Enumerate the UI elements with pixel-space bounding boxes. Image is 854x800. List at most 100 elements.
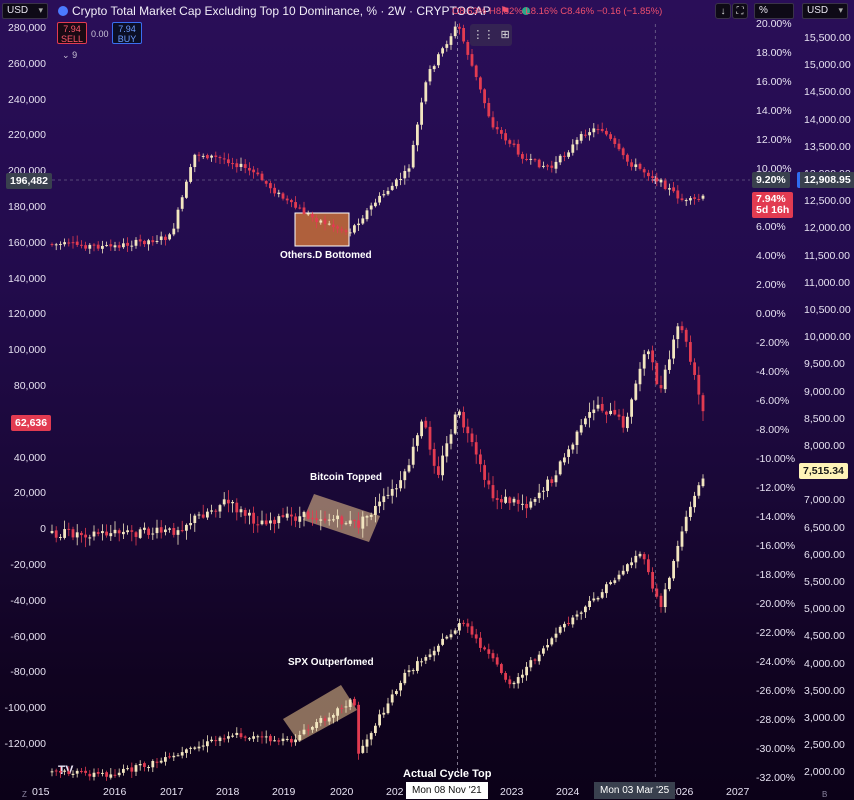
- right-axis-tick-label: 12,000.00: [804, 222, 851, 235]
- percent-axis-tick-label: 2.00%: [756, 279, 786, 291]
- candle-body: [386, 703, 390, 714]
- candle-body: [521, 503, 524, 505]
- candle-body: [348, 699, 352, 707]
- candle-body: [647, 172, 650, 177]
- flag-icon[interactable]: ⚑: [499, 4, 511, 18]
- candle-body: [689, 198, 692, 201]
- candle-body: [50, 244, 54, 246]
- candle-body: [298, 734, 302, 741]
- currency-selector-right[interactable]: USD ▾: [802, 3, 848, 19]
- candle-body: [243, 164, 247, 168]
- status-dot-icon: [521, 7, 530, 15]
- candle-body: [399, 682, 402, 691]
- candle-body: [437, 54, 440, 66]
- candle-body: [479, 77, 482, 90]
- candle-body: [264, 736, 268, 738]
- candle-body: [642, 169, 646, 173]
- candle-body: [659, 179, 663, 183]
- buy-button[interactable]: 7.94 BUY: [112, 22, 142, 44]
- scale-selector-mid[interactable]: %: [754, 3, 794, 19]
- symbol-logo-icon: [58, 6, 68, 16]
- candle-body: [521, 154, 524, 159]
- chevron-down-icon: ▾: [38, 5, 43, 15]
- download-icon[interactable]: ↓: [715, 3, 731, 19]
- right-axis-tick-label: 4,000.00: [804, 657, 845, 670]
- candle-body: [164, 236, 167, 241]
- candle-body: [256, 524, 260, 526]
- candle-body: [542, 165, 545, 167]
- candle-body: [621, 416, 625, 428]
- candle-body: [227, 499, 230, 504]
- candle-body: [449, 36, 453, 45]
- candle-body: [395, 179, 398, 187]
- candle-body: [512, 143, 516, 145]
- candle-body: [281, 738, 285, 742]
- candle-body: [626, 154, 629, 162]
- candle-body: [416, 435, 419, 446]
- candle-body: [260, 173, 264, 181]
- right-axis-tick-label: 11,000.00: [804, 276, 850, 289]
- layout-grid-icon[interactable]: ⋮⋮ ⊞: [470, 24, 512, 46]
- spread-value: 0.00: [91, 29, 109, 39]
- candle-body: [386, 494, 390, 496]
- candle-body: [159, 527, 163, 533]
- candle-body: [151, 760, 155, 768]
- candle-body: [491, 117, 495, 128]
- candle-body: [647, 351, 650, 355]
- candle-body: [567, 622, 570, 624]
- candle-body: [92, 531, 96, 537]
- candle-body: [613, 580, 617, 583]
- candle-body: [63, 529, 66, 538]
- candle-body: [403, 471, 407, 481]
- left-axis-tick-label: -100,000: [4, 702, 46, 715]
- timezone-icon[interactable]: Z: [22, 790, 27, 799]
- candle-body: [659, 385, 663, 389]
- indicators-toggle[interactable]: ⌄ 9: [62, 50, 77, 61]
- candle-body: [96, 532, 100, 534]
- candle-body: [483, 465, 486, 480]
- crosshair-percent-tag: 9.20%: [752, 172, 790, 188]
- candle-body: [407, 168, 411, 172]
- candle-body: [147, 528, 150, 535]
- spx-outperformed-box: [283, 685, 357, 742]
- candle-body: [596, 404, 600, 409]
- scale-mode-icon[interactable]: B: [822, 790, 828, 799]
- candle-body: [621, 570, 625, 575]
- right-axis-tick-label: 14,000.00: [804, 113, 851, 126]
- candle-body: [630, 162, 633, 167]
- candle-body: [315, 218, 318, 222]
- candle-body: [109, 533, 113, 537]
- candle-body: [537, 654, 541, 662]
- candle-body: [424, 657, 428, 661]
- candle-body: [567, 449, 570, 457]
- candle-body: [626, 564, 629, 572]
- candle-body: [315, 722, 318, 728]
- low-value: L8.16%: [525, 6, 558, 17]
- percent-axis-tick-label: 20.00%: [756, 18, 792, 30]
- currency-selector-left[interactable]: USD ▾: [2, 3, 48, 19]
- candle-body: [399, 480, 402, 489]
- candle-body: [101, 772, 104, 774]
- chart-title[interactable]: Crypto Total Market Cap Excluding Top 10…: [58, 4, 530, 18]
- candle-body: [525, 666, 528, 676]
- candle-body: [264, 181, 268, 184]
- candle-body: [269, 183, 272, 189]
- candle-body: [558, 461, 562, 475]
- candle-body: [600, 592, 604, 598]
- candle-body: [432, 66, 436, 70]
- candle-body: [54, 530, 58, 538]
- candle-body: [130, 245, 134, 247]
- fullscreen-icon[interactable]: ⛶: [732, 3, 748, 19]
- candle-body: [197, 746, 201, 749]
- candle-body: [126, 530, 129, 533]
- candle-body: [437, 645, 440, 652]
- left-axis-tick-label: 0: [40, 523, 46, 536]
- candle-body: [80, 771, 83, 773]
- sell-button[interactable]: 7.94 SELL: [57, 22, 87, 44]
- close-value: C8.46%: [560, 6, 595, 17]
- candle-body: [701, 395, 705, 412]
- candle-body: [592, 598, 596, 601]
- candle-body: [382, 194, 386, 196]
- candle-body: [483, 89, 486, 104]
